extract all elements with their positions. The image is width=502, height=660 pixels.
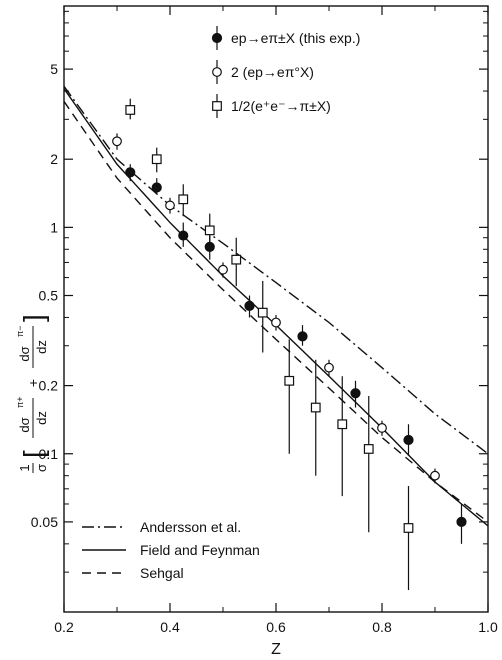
y-title-term1-sup: π+ <box>15 397 25 408</box>
data-point-open-circle <box>165 200 175 211</box>
legend-marker-filled-circle <box>211 32 223 44</box>
y-tick-label: 1 <box>50 219 58 235</box>
data-point-open-circle <box>430 470 440 481</box>
y-title-bracket-close: ] <box>18 314 49 322</box>
y-title-term2-den: dz <box>34 340 49 354</box>
y-title-prefix-num: 1 <box>17 464 32 471</box>
data-point-open-circle <box>218 264 228 275</box>
y-title-term1-num: dσ <box>17 417 32 432</box>
x-axis: 0.2 0.4 0.6 0.8 1.0 <box>54 6 498 635</box>
legend-curves: Andersson et al. Field and Feynman Sehgal <box>82 519 260 581</box>
data-point-filled-circle <box>403 434 414 446</box>
y-tick-label: 0.05 <box>31 514 58 530</box>
data-points <box>112 105 467 533</box>
curve-dashed <box>63 101 489 523</box>
y-tick-label: 0.5 <box>39 288 59 304</box>
data-point-open-square <box>178 194 189 205</box>
legend-point-label: 1/2(e⁺e⁻→π±X) <box>231 98 331 114</box>
data-point-filled-circle <box>204 241 215 252</box>
data-point-open-circle <box>112 136 122 147</box>
curve-dash-dot <box>63 85 489 455</box>
curve-solid <box>63 88 489 527</box>
x-axis-title: Z <box>271 641 281 658</box>
data-point-open-circle <box>377 423 387 433</box>
legend-curve-label: Andersson et al. <box>140 519 241 535</box>
data-point-open-square <box>363 444 374 454</box>
data-point-open-square <box>231 254 242 265</box>
legend-curve-label: Field and Feynman <box>140 542 260 558</box>
y-title-bracket-open: [ <box>18 450 49 458</box>
y-tick-label: 0.1 <box>39 446 59 462</box>
legend-point-label: 2 (ep→eπ°X) <box>231 64 314 80</box>
plot-frame <box>63 5 489 613</box>
data-point-open-square <box>151 154 162 165</box>
x-tick-label: 1.0 <box>478 619 498 635</box>
data-point-open-square <box>337 419 348 430</box>
x-tick-label: 0.6 <box>266 619 286 635</box>
data-point-filled-circle <box>125 167 136 178</box>
y-title-term2-sup: π− <box>15 326 25 337</box>
y-tick-label: 2 <box>50 151 58 167</box>
legend-curve-label: Sehgal <box>140 565 184 581</box>
data-point-open-circle <box>271 317 281 328</box>
x-tick-label: 0.4 <box>160 619 180 635</box>
data-point-open-square <box>257 307 268 318</box>
y-title-prefix-den: σ <box>34 464 49 472</box>
x-tick-label: 0.8 <box>372 619 392 635</box>
y-axis-title: 1 σ [ dσ π+ dz + dσ π− dz ] <box>15 314 49 473</box>
data-point-open-square <box>284 375 295 386</box>
data-point-filled-circle <box>350 388 361 399</box>
legend-point-label: ep→eπ±X (this exp.) <box>231 30 360 46</box>
plot-frame-group <box>63 5 489 613</box>
data-point-filled-circle <box>178 230 189 241</box>
x-tick-label: 0.2 <box>54 619 74 635</box>
y-title-term1-den: dz <box>34 411 49 425</box>
legend-marker-open-circle <box>212 67 222 77</box>
y-tick-label: 0.2 <box>39 378 59 394</box>
data-point-filled-circle <box>297 331 308 342</box>
y-axis: 5 2 1 0.5 0.2 0.1 0.05 <box>31 10 488 573</box>
data-point-open-square <box>403 523 414 533</box>
y-tick-label: 5 <box>50 61 58 77</box>
error-bars <box>116 98 463 591</box>
y-title-term2-num: dσ <box>17 346 32 361</box>
data-point-open-square <box>310 402 321 413</box>
legend-markers: ep→eπ±X (this exp.) 2 (ep→eπ°X) 1/2(e⁺e⁻→π… <box>211 26 360 118</box>
data-point-open-square <box>204 225 215 236</box>
data-point-open-circle <box>324 362 334 373</box>
data-point-filled-circle <box>244 300 255 311</box>
legend-marker-open-square <box>212 101 222 111</box>
data-point-open-square <box>125 105 136 115</box>
data-point-filled-circle <box>456 516 467 528</box>
y-title-plus: + <box>25 379 41 387</box>
model-curves <box>63 85 489 527</box>
data-point-filled-circle <box>151 182 162 193</box>
